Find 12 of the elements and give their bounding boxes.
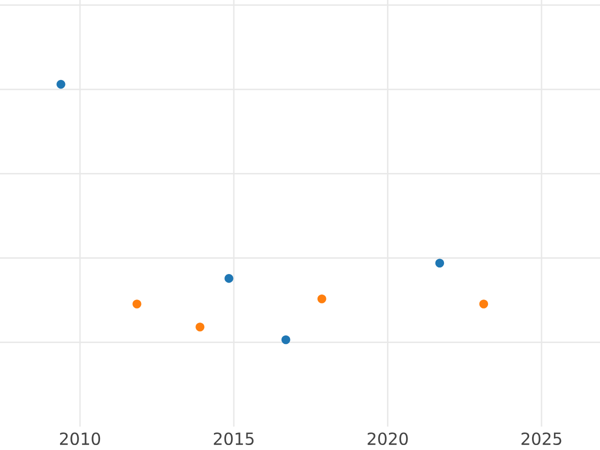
point: [435, 258, 444, 268]
point: [317, 294, 326, 304]
point: [56, 80, 66, 89]
point: [281, 335, 290, 344]
x-tick-label: 2025: [522, 432, 562, 446]
point: [132, 300, 142, 308]
point: [196, 322, 204, 332]
x-tick-label: 2015: [214, 432, 254, 446]
point: [479, 300, 488, 308]
x-tick-label: 2020: [368, 432, 408, 446]
point: [224, 274, 234, 283]
x-tick-label: 2010: [60, 432, 100, 446]
